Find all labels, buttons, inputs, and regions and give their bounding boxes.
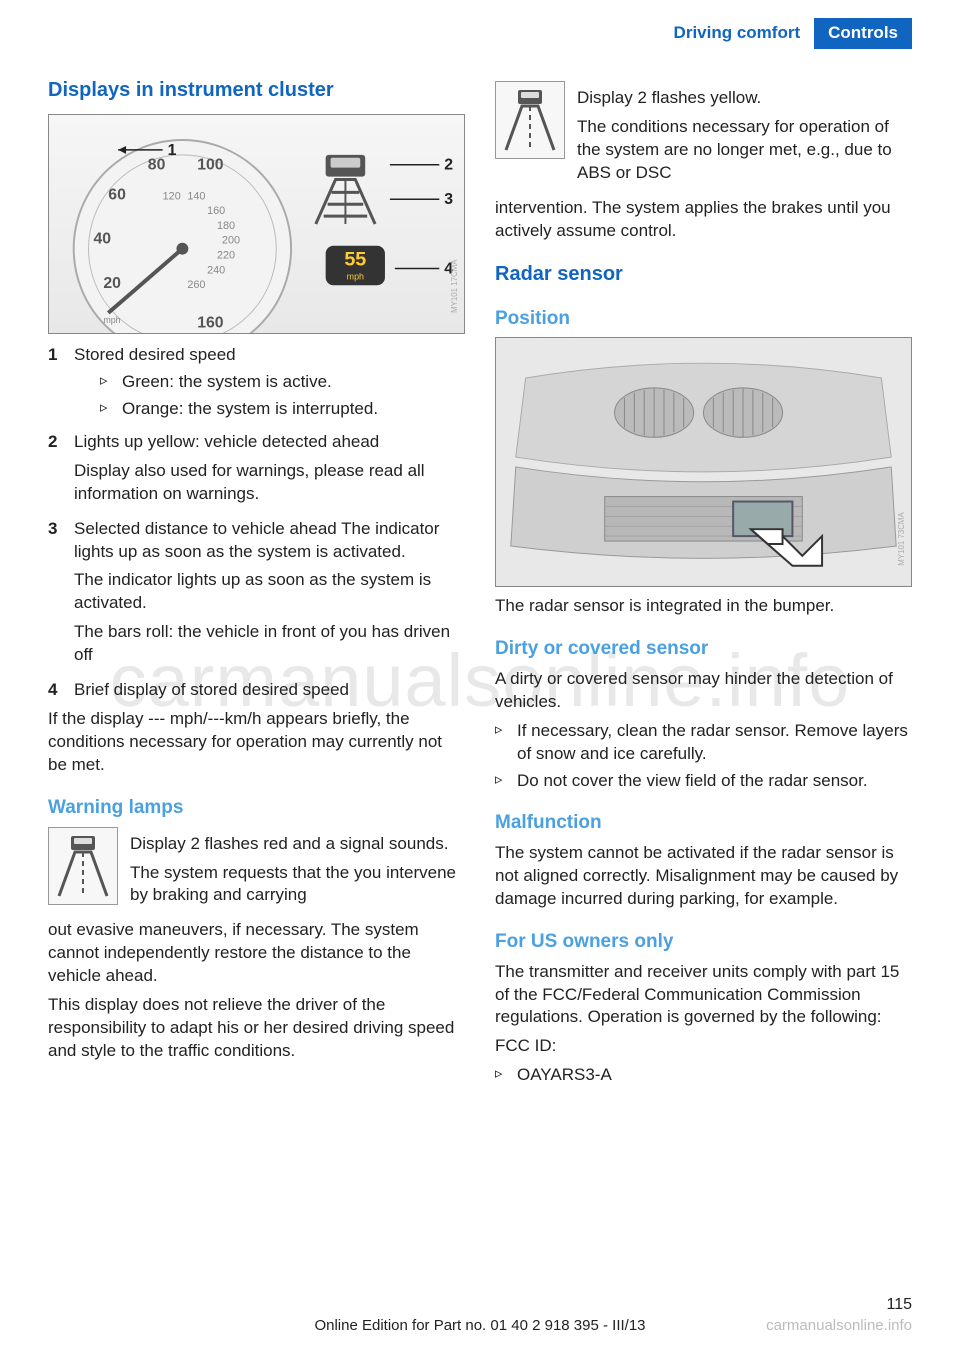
fcc-bullet-1: OAYARS3-A (495, 1064, 912, 1087)
para-dirty: A dirty or covered sensor may hinder the… (495, 668, 912, 714)
list-text-2: Lights up yellow: vehicle detected ahead (74, 432, 379, 451)
heading-dirty-sensor: Dirty or covered sensor (495, 636, 912, 662)
svg-text:220: 220 (217, 250, 235, 262)
svg-text:40: 40 (93, 231, 111, 248)
svg-text:MY101 73CMA: MY101 73CMA (897, 512, 906, 566)
svg-text:160: 160 (207, 205, 225, 217)
numbered-list: 1 Stored desired speed Green: the system… (48, 344, 465, 702)
list-text-1: Stored desired speed (74, 345, 236, 364)
illustration-bumper: MY101 73CMA (495, 337, 912, 587)
warn1-line1: Display 2 flashes red and a signal sound… (130, 833, 465, 856)
heading-position: Position (495, 306, 912, 332)
heading-warning-lamps: Warning lamps (48, 795, 465, 821)
lane-warning-icon (495, 81, 565, 159)
header-section: Driving comfort (660, 18, 815, 49)
svg-text:MY101 17CMA: MY101 17CMA (450, 259, 459, 313)
footer-watermark: carmanualsonline.info (766, 1316, 912, 1336)
list-num-2: 2 (48, 431, 74, 512)
svg-text:2: 2 (444, 157, 453, 174)
header-chapter: Controls (814, 18, 912, 49)
svg-text:160: 160 (197, 315, 224, 332)
svg-text:100: 100 (197, 157, 224, 174)
svg-text:3: 3 (444, 191, 453, 208)
para-us: The transmitter and receiver units compl… (495, 961, 912, 1030)
svg-text:260: 260 (187, 279, 205, 291)
left-column: Displays in instrument cluster 20 40 60 … (48, 77, 465, 1091)
svg-text:20: 20 (103, 275, 121, 292)
heading-us-owners: For US owners only (495, 929, 912, 955)
svg-text:200: 200 (222, 235, 240, 247)
right-column: Display 2 flashes yellow. The conditions… (495, 77, 912, 1091)
list-text-4: Brief display of stored desired speed (74, 680, 349, 699)
svg-text:140: 140 (187, 190, 205, 202)
warning-block-2: Display 2 flashes yellow. The conditions… (495, 81, 912, 191)
svg-text:55: 55 (344, 248, 366, 270)
svg-text:60: 60 (108, 186, 126, 203)
svg-text:120: 120 (163, 190, 181, 202)
para-fcc: FCC ID: (495, 1035, 912, 1058)
fcc-bullets: OAYARS3-A (495, 1064, 912, 1087)
dirty-bullet-1: If necessary, clean the radar sensor. Re… (495, 720, 912, 766)
svg-text:180: 180 (217, 220, 235, 232)
para-after-list: If the display --- mph/---km/h appears b… (48, 708, 465, 777)
para-malfunction: The system cannot be activated if the ra… (495, 842, 912, 911)
page-header: Driving comfort Controls (0, 0, 960, 49)
dirty-bullet-2: Do not cover the view field of the radar… (495, 770, 912, 793)
illustration-cluster: 20 40 60 80 100 120 140 160 180 200 220 … (48, 114, 465, 334)
warning-block-1: Display 2 flashes red and a signal sound… (48, 827, 465, 914)
para-radar-integrated: The radar sensor is integrated in the bu… (495, 595, 912, 618)
warn1-line2: The system requests that the you interve… (130, 862, 465, 908)
heading-malfunction: Malfunction (495, 810, 912, 836)
svg-text:1: 1 (168, 142, 177, 159)
list-3-p1: The indicator lights up as soon as the s… (74, 569, 465, 615)
list-num-3: 3 (48, 518, 74, 674)
warn2-line1: Display 2 flashes yellow. (577, 87, 912, 110)
warn-note: This display does not relieve the driver… (48, 994, 465, 1063)
bullet-green: Green: the system is active. (100, 371, 465, 394)
dirty-bullets: If necessary, clean the radar sensor. Re… (495, 720, 912, 793)
bullet-orange: Orange: the system is interrupted. (100, 398, 465, 421)
list-2-p1: Display also used for warnings, please r… (74, 460, 465, 506)
svg-text:80: 80 (148, 157, 166, 174)
warn2-line2: The conditions necessary for op­eration … (577, 116, 912, 185)
heading-displays: Displays in instrument cluster (48, 77, 465, 104)
list-num-1: 1 (48, 344, 74, 425)
svg-text:mph: mph (347, 271, 364, 281)
list-3-p2: The bars roll: the vehicle in front of y… (74, 621, 465, 667)
list-text-3: Selected distance to vehicle ahead The i… (74, 519, 439, 561)
page-number: 115 (886, 1294, 912, 1316)
list-num-4: 4 (48, 679, 74, 702)
heading-radar-sensor: Radar sensor (495, 261, 912, 288)
svg-text:240: 240 (207, 264, 225, 276)
warn2-cont: intervention. The system applies the bra… (495, 197, 912, 243)
lane-warning-icon (48, 827, 118, 905)
warn1-cont: out evasive maneuvers, if necessary. The… (48, 919, 465, 988)
svg-text:mph: mph (103, 315, 120, 325)
